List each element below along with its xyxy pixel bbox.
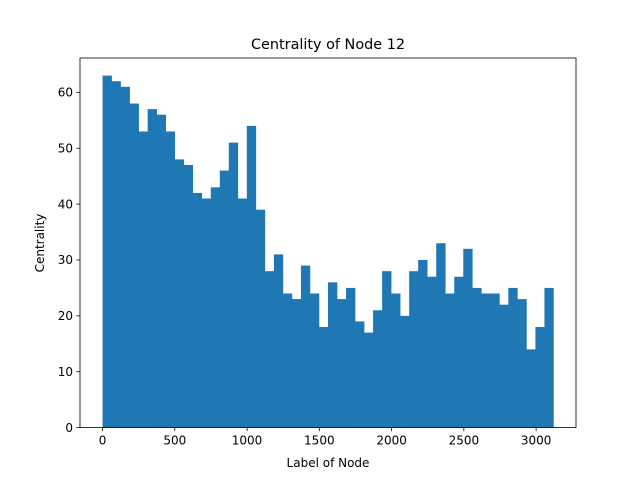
- histogram-bar: [445, 293, 455, 428]
- x-tick-label: 500: [163, 434, 186, 448]
- x-tick-label: 2500: [449, 434, 480, 448]
- histogram-bar: [463, 248, 473, 428]
- histogram-bar: [508, 287, 518, 428]
- histogram-bar: [165, 131, 175, 428]
- histogram-bar: [454, 276, 464, 428]
- histogram-bar: [219, 170, 230, 428]
- histogram-bar: [355, 321, 365, 428]
- histogram-bar: [192, 192, 203, 428]
- histogram-bar: [481, 293, 491, 428]
- x-tick-label: 1000: [232, 434, 263, 448]
- histogram-bar: [535, 327, 545, 428]
- histogram-bar: [147, 109, 157, 428]
- histogram-bar: [120, 86, 130, 428]
- y-axis-ticks: 0 10 20 30 40 50 60: [58, 86, 80, 435]
- x-tick-label: 3000: [521, 434, 552, 448]
- histogram-bar: [373, 310, 383, 428]
- histogram-bar: [156, 114, 166, 428]
- plot-frame: [79, 57, 577, 429]
- histogram-bar: [309, 293, 320, 428]
- bars-group: [102, 75, 554, 428]
- y-tick-label: 50: [58, 141, 73, 155]
- histogram-bar: [300, 265, 311, 428]
- histogram-bar: [337, 299, 347, 428]
- histogram-bar: [201, 198, 212, 428]
- histogram-bar: [291, 299, 302, 428]
- y-axis-label: Centrality: [33, 214, 47, 273]
- y-tick-label: 60: [58, 86, 73, 100]
- y-tick-label: 20: [58, 309, 73, 323]
- histogram-bar: [400, 315, 410, 428]
- x-tick-label: 0: [99, 434, 107, 448]
- histogram-bar: [102, 75, 112, 428]
- x-axis-ticks: 0 500 1000 1500 2000 2500 3000: [99, 427, 552, 448]
- histogram-bar: [237, 198, 248, 428]
- histogram-bar: [228, 142, 239, 428]
- histogram-bar: [210, 187, 221, 428]
- histogram-bar: [282, 293, 293, 428]
- x-axis-label: Label of Node: [287, 456, 370, 470]
- histogram-bar: [544, 287, 554, 428]
- x-tick-label: 1500: [304, 434, 335, 448]
- histogram-bar: [472, 287, 482, 428]
- histogram-bar: [427, 276, 437, 428]
- histogram-bar: [111, 81, 121, 428]
- histogram-bar: [246, 125, 257, 428]
- histogram-bar: [526, 349, 536, 428]
- histogram-bar: [264, 271, 275, 428]
- chart-title: Centrality of Node 12: [251, 37, 405, 53]
- histogram-bar: [174, 159, 185, 428]
- histogram-bar: [490, 293, 500, 428]
- histogram-bar: [499, 304, 509, 428]
- y-tick-label: 30: [58, 253, 73, 267]
- histogram-bar: [391, 293, 401, 428]
- histogram-bar: [418, 259, 428, 428]
- histogram-bar: [318, 327, 329, 428]
- histogram-bar: [436, 243, 446, 428]
- y-tick-label: 40: [58, 197, 73, 211]
- histogram-bar: [382, 271, 392, 428]
- histogram-bar: [409, 271, 419, 428]
- histogram-bar: [273, 254, 284, 428]
- histogram-bar: [328, 282, 338, 428]
- histogram-bar: [346, 287, 356, 428]
- x-tick-label: 2000: [376, 434, 407, 448]
- histogram-bar: [138, 131, 148, 428]
- y-tick-label: 0: [65, 421, 73, 435]
- y-tick-label: 10: [58, 365, 73, 379]
- histogram-bar: [129, 103, 139, 428]
- histogram-bar: [255, 209, 266, 428]
- histogram-bar: [364, 332, 374, 428]
- histogram-bar: [517, 299, 527, 428]
- histogram-bar: [183, 164, 194, 428]
